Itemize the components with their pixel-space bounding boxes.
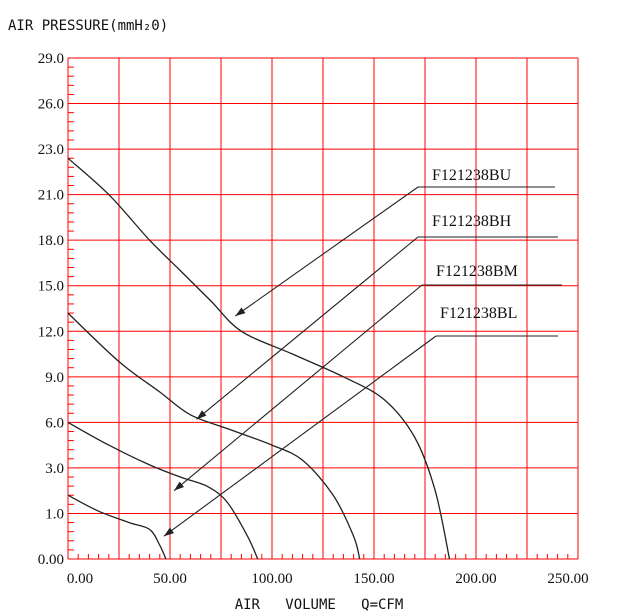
y-tick-label: 1.0: [45, 506, 64, 522]
y-tick-labels: 0.00 1.0 3.0 6.0 9.0 12.0 15.0 18.0 21.0 23.0 26.0…: [38, 51, 64, 568]
x-tick-label: 0.00: [67, 571, 93, 587]
y-tick-label: 3.0: [45, 461, 64, 477]
leader-line: [163, 335, 437, 537]
y-tick-label: 26.0: [38, 97, 64, 113]
series-callouts: F121238BU F121238BH F121238BM F121238BL: [163, 167, 562, 537]
y-tick-label: 6.0: [45, 415, 64, 431]
series-label: F121238BM: [436, 263, 518, 280]
chart-title: AIR PRESSURE(mmH₂0): [8, 18, 168, 34]
arrowhead: [163, 527, 175, 537]
grid: [67, 57, 579, 560]
series-curve: [67, 157, 451, 560]
x-axis-label: AIR VOLUME Q=CFM: [235, 597, 404, 612]
arrowhead: [196, 410, 207, 420]
series-label: F121238BL: [440, 305, 517, 322]
y-tick-label: 0.00: [38, 552, 64, 568]
arrowhead: [235, 307, 246, 317]
y-tick-label: 18.0: [38, 233, 64, 249]
x-tick-label: 150.00: [353, 571, 394, 587]
series-curves: [67, 157, 451, 560]
y-tick-label: 23.0: [38, 142, 64, 158]
y-tick-label: 29.0: [38, 51, 64, 67]
x-tick-label: 50.00: [153, 571, 187, 587]
series-curve: [67, 312, 361, 560]
y-tick-label: 21.0: [38, 188, 64, 204]
x-tick-label: 200.00: [455, 571, 496, 587]
leader-line: [173, 284, 423, 492]
leader-line: [196, 236, 419, 420]
x-tick-labels: 0.00 50.00 100.00 150.00 200.00 250.00: [67, 571, 589, 587]
x-tick-label: 100.00: [251, 571, 292, 587]
series-curve: [67, 494, 167, 560]
series-curve: [67, 421, 259, 560]
y-tick-label: 15.0: [38, 279, 64, 295]
y-tick-label: 12.0: [38, 324, 64, 340]
y-tick-label: 9.0: [45, 370, 64, 386]
x-tick-label: 250.00: [547, 571, 588, 587]
leader-line: [234, 186, 419, 317]
series-label: F121238BU: [432, 167, 512, 184]
series-label: F121238BH: [432, 213, 512, 230]
arrowhead: [174, 481, 185, 491]
